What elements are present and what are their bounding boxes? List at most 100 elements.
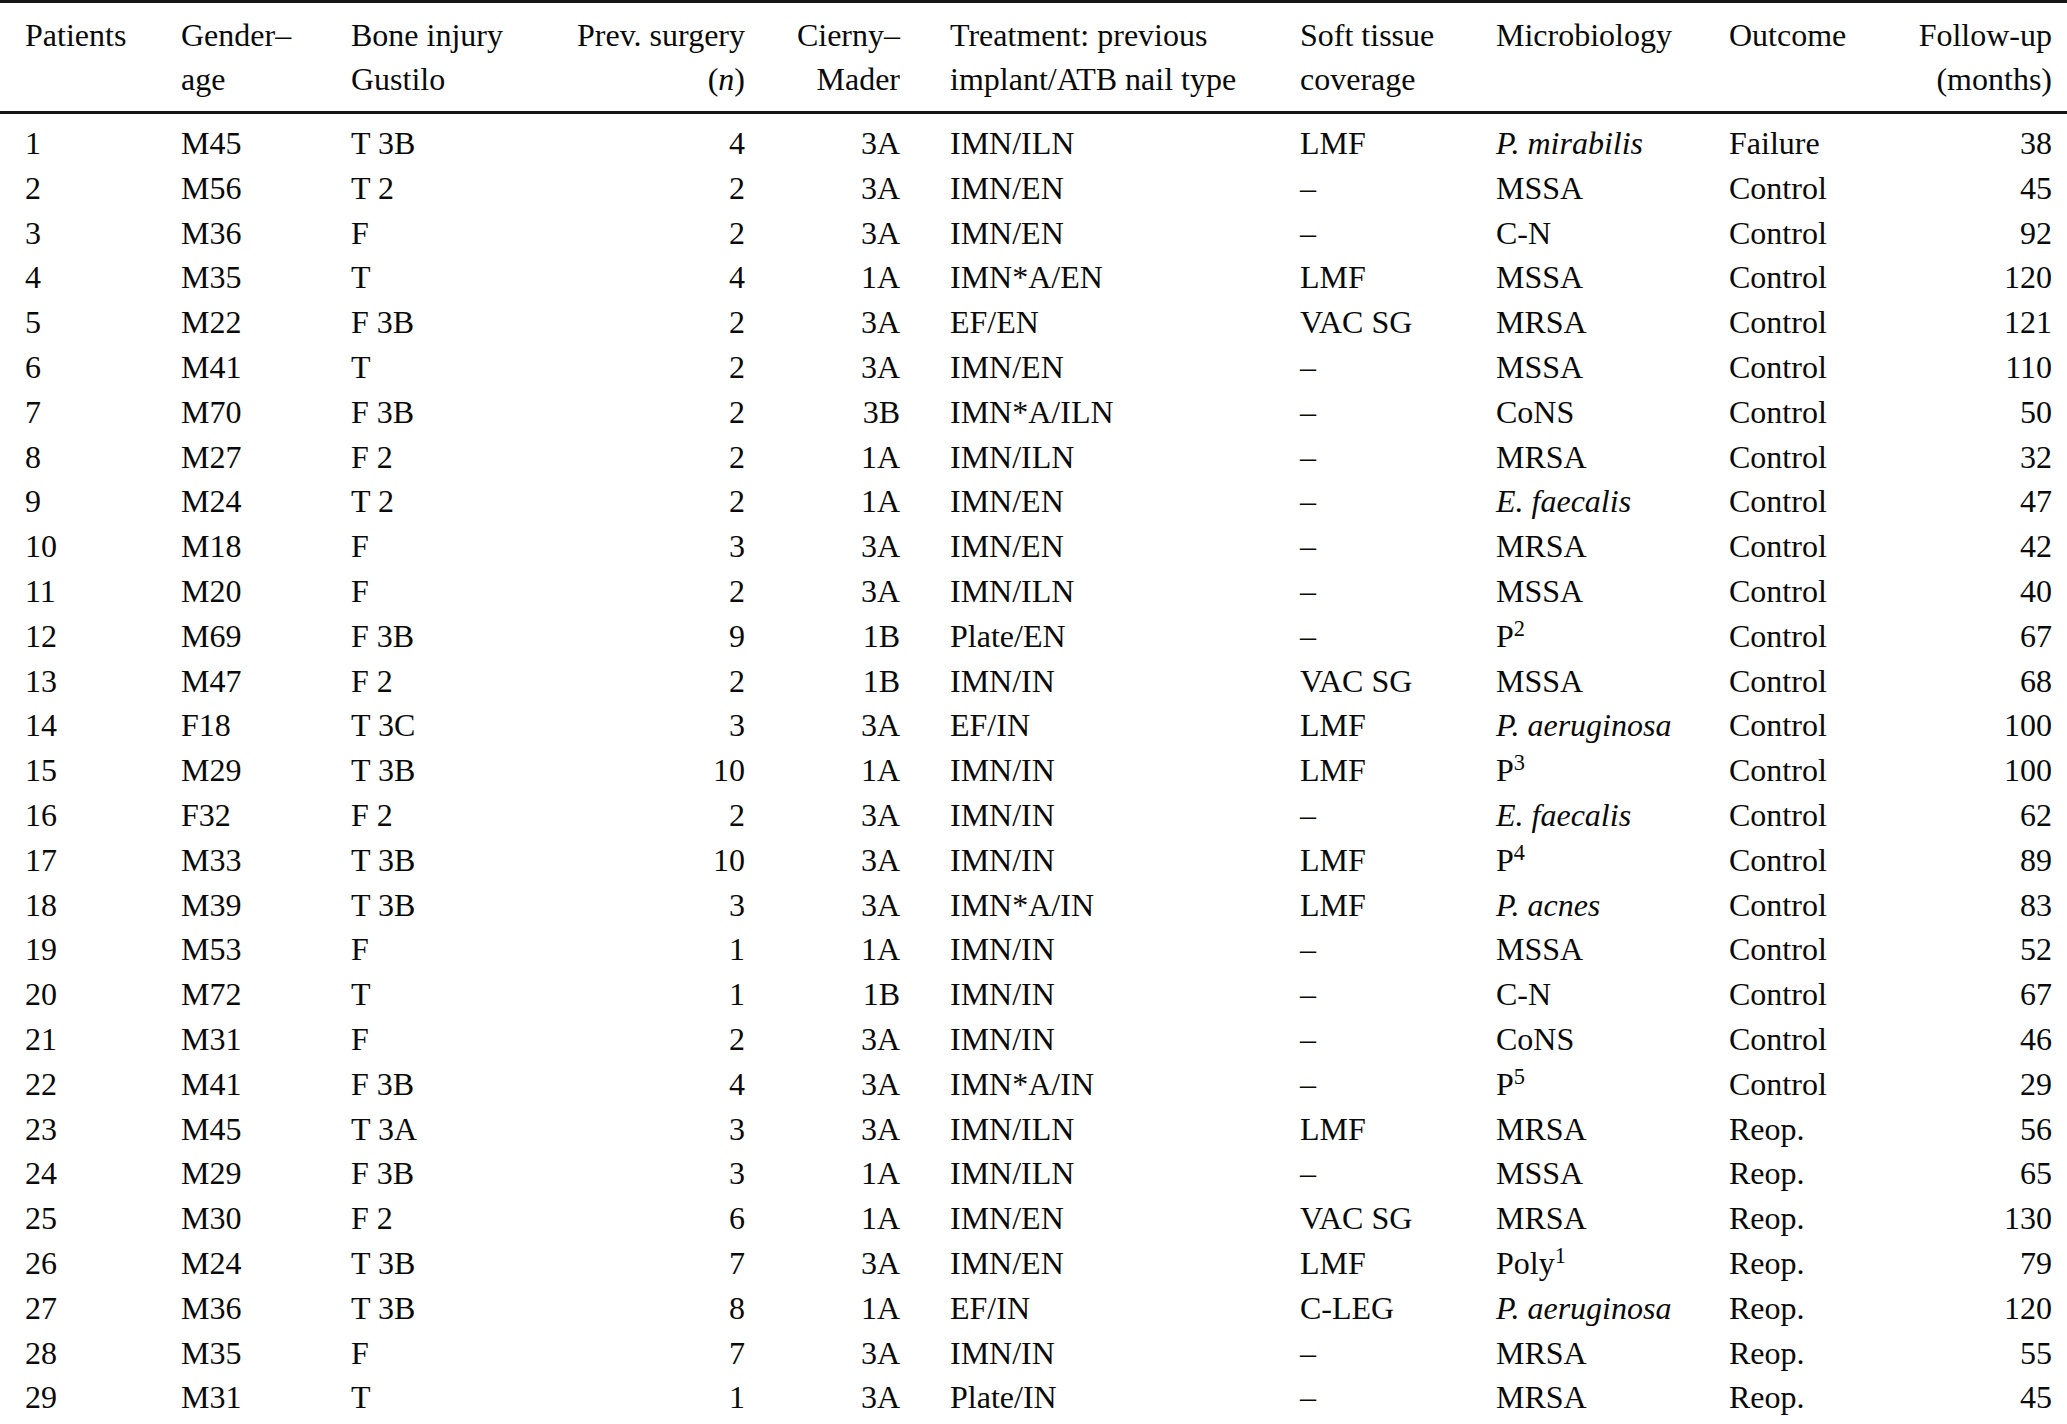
cell-prev-surgery: 2 xyxy=(500,1017,750,1062)
cell-follow-up: 68 xyxy=(1905,659,2067,704)
paper-table-page: PatientsGender–ageBone injuryGustiloPrev… xyxy=(0,0,2067,1424)
column-header-line: Soft tissue xyxy=(1300,13,1489,57)
cell-outcome: Control xyxy=(1725,166,1905,211)
cell-outcome: Control xyxy=(1725,883,1905,928)
table-row-14: 14F18T 3C33AEF/INLMFP. aeruginosaControl… xyxy=(0,703,2067,748)
cell-prev-surgery: 6 xyxy=(500,1196,750,1241)
cell-soft-tissue: – xyxy=(1295,345,1490,390)
column-header-line: Bone injury xyxy=(351,13,499,57)
cell-follow-up: 83 xyxy=(1905,883,2067,928)
cell-microbiology: P4 xyxy=(1490,838,1725,883)
cell-follow-up: 50 xyxy=(1905,390,2067,435)
cell-outcome: Control xyxy=(1725,614,1905,659)
cell-treatment: Plate/EN xyxy=(905,614,1295,659)
cell-follow-up: 42 xyxy=(1905,1420,2067,1424)
cell-cierny-mader: 1A xyxy=(750,927,905,972)
cell-treatment: IMN/ILN xyxy=(905,569,1295,614)
cell-prev-surgery: 3 xyxy=(500,1107,750,1152)
cell-prev-surgery: 1 xyxy=(500,927,750,972)
cell-cierny-mader: 1A xyxy=(750,1286,905,1331)
table-row-10: 10M18F33AIMN/EN–MRSAControl42 xyxy=(0,524,2067,569)
cell-outcome: Control xyxy=(1725,345,1905,390)
table-row-28: 28M35F73AIMN/IN–MRSAReop.55 xyxy=(0,1331,2067,1376)
cell-follow-up: 130 xyxy=(1905,1196,2067,1241)
cell-cierny-mader: 3A xyxy=(750,1331,905,1376)
cell-cierny-mader: 1B xyxy=(750,614,905,659)
cell-prev-surgery: 7 xyxy=(500,1331,750,1376)
cell-prev-surgery: 3 xyxy=(500,703,750,748)
cell-cierny-mader: 1A xyxy=(750,748,905,793)
cell-gender-age: M41 xyxy=(158,1062,326,1107)
cell-prev-surgery: 3 xyxy=(500,1151,750,1196)
cell-treatment: IMN/IN xyxy=(905,838,1295,883)
cell-follow-up: 46 xyxy=(1905,1017,2067,1062)
cell-patients: 17 xyxy=(0,838,158,883)
column-header-patients: Patients xyxy=(0,2,158,113)
cell-cierny-mader: 3A xyxy=(750,166,905,211)
cell-prev-surgery: 2 xyxy=(500,569,750,614)
column-header-line: Outcome xyxy=(1729,13,1904,57)
cell-bone-injury: T 2 xyxy=(326,1420,500,1424)
cell-treatment: EF/IN xyxy=(905,703,1295,748)
table-row-11: 11M20F23AIMN/ILN–MSSAControl40 xyxy=(0,569,2067,614)
cell-follow-up: 100 xyxy=(1905,703,2067,748)
cell-prev-surgery: 2 xyxy=(500,390,750,435)
cell-gender-age: F18 xyxy=(158,703,326,748)
column-header-line: Gender– xyxy=(181,13,325,57)
cell-treatment: IMN/EN xyxy=(905,1196,1295,1241)
column-header-cierny-mader: Cierny–Mader xyxy=(750,2,905,113)
cell-soft-tissue: – xyxy=(1295,479,1490,524)
column-header-line: Microbiology xyxy=(1496,13,1724,57)
column-header-microbiology: Microbiology xyxy=(1490,2,1725,113)
cell-treatment: EF/IN xyxy=(905,1286,1295,1331)
cell-microbiology: C-N xyxy=(1490,211,1725,256)
cell-follow-up: 47 xyxy=(1905,479,2067,524)
cell-treatment: IMN*A/ILN xyxy=(905,390,1295,435)
cell-gender-age: F32 xyxy=(158,793,326,838)
cell-outcome: Control xyxy=(1725,390,1905,435)
cell-outcome: Control xyxy=(1725,300,1905,345)
cell-outcome: Control xyxy=(1725,524,1905,569)
cell-prev-surgery: 10 xyxy=(500,838,750,883)
cell-prev-surgery: 2 xyxy=(500,345,750,390)
cell-follow-up: 110 xyxy=(1905,345,2067,390)
cell-patients: 2 xyxy=(0,166,158,211)
cell-bone-injury: T 3B xyxy=(326,1241,500,1286)
table-row-18: 18M39T 3B33AIMN*A/INLMFP. acnesControl83 xyxy=(0,883,2067,928)
cell-follow-up: 120 xyxy=(1905,255,2067,300)
cell-bone-injury: F 2 xyxy=(326,1196,500,1241)
cell-bone-injury: T 3B xyxy=(326,748,500,793)
cell-outcome: Control xyxy=(1725,838,1905,883)
cell-microbiology: MRSA xyxy=(1490,524,1725,569)
cell-bone-injury: F 2 xyxy=(326,793,500,838)
cell-gender-age: M36 xyxy=(158,1286,326,1331)
cell-outcome: Control xyxy=(1725,703,1905,748)
cell-microbiology: MSSA xyxy=(1490,345,1725,390)
table-row-8: 8M27F 221AIMN/ILN–MRSAControl32 xyxy=(0,435,2067,480)
cell-cierny-mader: 3A xyxy=(750,300,905,345)
cell-gender-age: M18 xyxy=(158,524,326,569)
cell-bone-injury: F xyxy=(326,569,500,614)
table-row-3: 3M36F23AIMN/EN–C-NControl92 xyxy=(0,211,2067,256)
cell-bone-injury: F 3B xyxy=(326,614,500,659)
cell-patients: 7 xyxy=(0,390,158,435)
cell-outcome: Reop. xyxy=(1725,1107,1905,1152)
cell-bone-injury: T xyxy=(326,255,500,300)
cell-bone-injury: T 3B xyxy=(326,838,500,883)
cell-patients: 24 xyxy=(0,1151,158,1196)
cell-gender-age: M39 xyxy=(158,883,326,928)
cell-bone-injury: T 3C xyxy=(326,703,500,748)
cell-patients: 26 xyxy=(0,1241,158,1286)
cell-patients: 19 xyxy=(0,927,158,972)
cell-patients: 14 xyxy=(0,703,158,748)
cell-outcome: Control xyxy=(1725,793,1905,838)
cell-bone-injury: F xyxy=(326,1331,500,1376)
cell-bone-injury: F 3B xyxy=(326,390,500,435)
cell-follow-up: 55 xyxy=(1905,1331,2067,1376)
cell-microbiology: P5 xyxy=(1490,1062,1725,1107)
column-header-soft-tissue: Soft tissuecoverage xyxy=(1295,2,1490,113)
cell-soft-tissue: LMF xyxy=(1295,703,1490,748)
cell-microbiology: MSSA xyxy=(1490,255,1725,300)
cell-gender-age: M27 xyxy=(158,435,326,480)
cell-cierny-mader: 1B xyxy=(750,972,905,1017)
